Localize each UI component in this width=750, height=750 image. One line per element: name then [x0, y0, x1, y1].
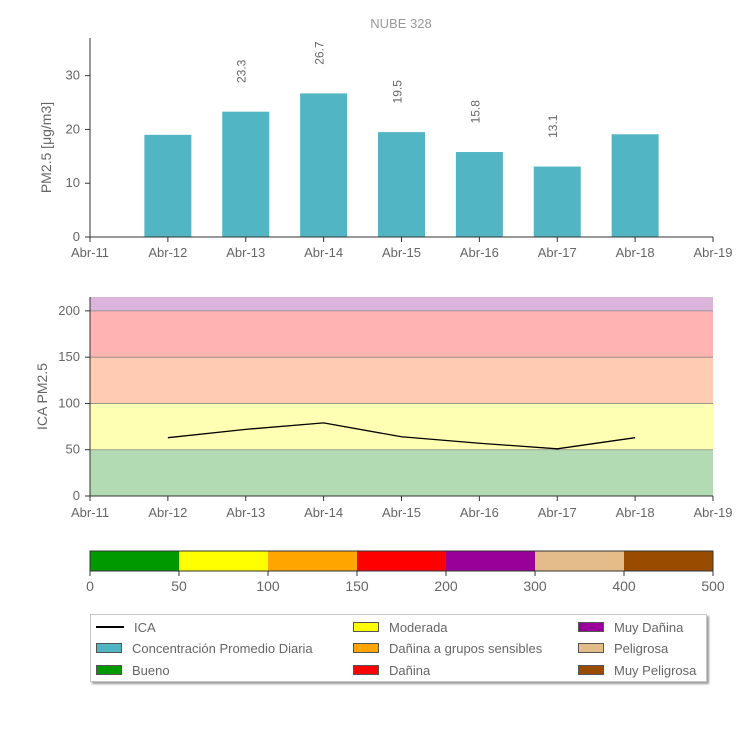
bar [455, 152, 503, 237]
x-tick-label: Abr-12 [148, 245, 187, 260]
x-tick-label: Abr-15 [382, 245, 421, 260]
legend-item-muy-danina: Muy Dañina [578, 618, 683, 636]
legend-swatch-icon [96, 643, 122, 653]
bar-data-label: 19.5 [391, 80, 405, 104]
legend-label: Muy Dañina [614, 619, 684, 635]
y-tick-label: 200 [58, 303, 80, 318]
legend-swatch-icon [578, 665, 604, 675]
y-axis-label: ICA PM2.5 [34, 363, 50, 430]
legend-item-ica: ICA [96, 618, 156, 636]
scale-tick-label: 0 [86, 578, 94, 594]
bar [222, 111, 270, 237]
scale-tick-label: 200 [434, 578, 458, 594]
legend-label: Moderada [389, 619, 448, 635]
scale-segment [268, 551, 357, 571]
aqi-band [90, 449, 713, 496]
legend-label: Dañina [389, 662, 431, 678]
aqi-band [90, 310, 713, 358]
ica-line-chart: 0 50 100 150 200 Abr-11 Abr-12 Abr-13 Abr-14 Abr-… [34, 297, 733, 520]
y-tick-label: 0 [73, 488, 80, 503]
x-tick-label: Abr-18 [616, 505, 655, 520]
x-tick-label: Abr-12 [148, 505, 187, 520]
aqi-band [90, 357, 713, 404]
legend: ICA Concentración Promedio Diaria Bueno … [90, 614, 707, 682]
bar [144, 134, 192, 237]
x-tick-label: Abr-13 [226, 505, 265, 520]
y-axis-label: PM2.5 [μg/m3] [38, 102, 54, 193]
scale-tick-label: 100 [256, 578, 280, 594]
x-tick-label: Abr-17 [538, 245, 577, 260]
x-tick-label: Abr-14 [304, 245, 343, 260]
x-tick-label: Abr-11 [71, 245, 109, 260]
scale-tick-label: 50 [171, 578, 187, 594]
x-tick-label: Abr-11 [71, 505, 109, 520]
legend-item-peligrosa: Peligrosa [578, 639, 668, 657]
legend-swatch-icon [353, 643, 379, 653]
x-tick-label: Abr-15 [382, 505, 421, 520]
scale-tick-label: 300 [523, 578, 547, 594]
legend-label: Bueno [132, 662, 170, 678]
legend-item-muy-peligrosa: Muy Peligrosa [578, 661, 696, 679]
legend-swatch-icon [578, 643, 604, 653]
legend-swatch-icon [353, 622, 379, 632]
x-tick-label: Abr-14 [304, 505, 343, 520]
legend-item-bueno: Bueno [96, 661, 170, 679]
legend-label: Dañina a grupos sensibles [389, 640, 543, 656]
y-tick-label: 100 [58, 395, 80, 410]
legend-item-danina-sensibles: Dañina a grupos sensibles [353, 639, 542, 657]
legend-label: ICA [134, 619, 156, 635]
x-tick-label: Abr-19 [693, 245, 732, 260]
y-tick-label: 10 [66, 175, 80, 190]
pm25-bar-chart: 23.3 26.7 19.5 15.8 13.1 0 10 20 30 Abr-11 Abr-12 A… [38, 38, 733, 260]
y-tick-label: 50 [66, 442, 80, 457]
legend-item-concentration: Concentración Promedio Diaria [96, 639, 313, 657]
scale-tick-label: 500 [701, 578, 725, 594]
ica-color-scale: 0 50 100 150 200 300 400 500 [86, 550, 725, 594]
bar-data-label: 15.8 [468, 100, 482, 124]
scale-segment [179, 551, 268, 571]
y-tick-label: 30 [66, 68, 80, 83]
x-tick-label: Abr-18 [616, 245, 655, 260]
bar-data-label: 23.3 [235, 59, 249, 83]
legend-label: Muy Peligrosa [614, 662, 697, 678]
legend-item-danina: Dañina [353, 661, 430, 679]
x-tick-label: Abr-16 [460, 245, 499, 260]
scale-tick-label: 400 [612, 578, 636, 594]
x-tick-label: Abr-19 [693, 505, 732, 520]
scale-segment [90, 551, 179, 571]
bar-data-label: 26.7 [313, 41, 327, 65]
y-tick-label: 20 [66, 121, 80, 136]
scale-segment [535, 551, 624, 571]
chart-title: NUBE 328 [370, 16, 431, 31]
air-quality-figure: NUBE 328 23.3 26.7 19.5 15.8 13.1 0 10 20 30 Abr-… [34, 16, 733, 594]
aqi-band [90, 403, 713, 450]
scale-border [89, 550, 714, 572]
legend-swatch-icon [578, 622, 604, 632]
legend-swatch-icon [353, 665, 379, 675]
bar-data-label: 13.1 [546, 114, 560, 138]
scale-segment [624, 551, 713, 571]
y-tick-label: 150 [58, 349, 80, 364]
bar [611, 134, 659, 237]
scale-segment [446, 551, 535, 571]
legend-item-moderada: Moderada [353, 618, 448, 636]
bar [533, 166, 581, 237]
bar [378, 132, 425, 237]
legend-line-icon [96, 626, 124, 628]
legend-swatch-icon [96, 665, 122, 675]
aqi-band [90, 297, 713, 311]
bar [300, 93, 348, 237]
x-tick-label: Abr-16 [460, 505, 499, 520]
legend-label: Concentración Promedio Diaria [132, 640, 313, 656]
scale-segment [357, 551, 446, 571]
legend-label: Peligrosa [614, 640, 669, 656]
x-tick-label: Abr-13 [226, 245, 265, 260]
scale-tick-label: 150 [345, 578, 369, 594]
x-tick-label: Abr-17 [538, 505, 577, 520]
ica-line [167, 422, 636, 450]
y-tick-label: 0 [73, 229, 80, 244]
